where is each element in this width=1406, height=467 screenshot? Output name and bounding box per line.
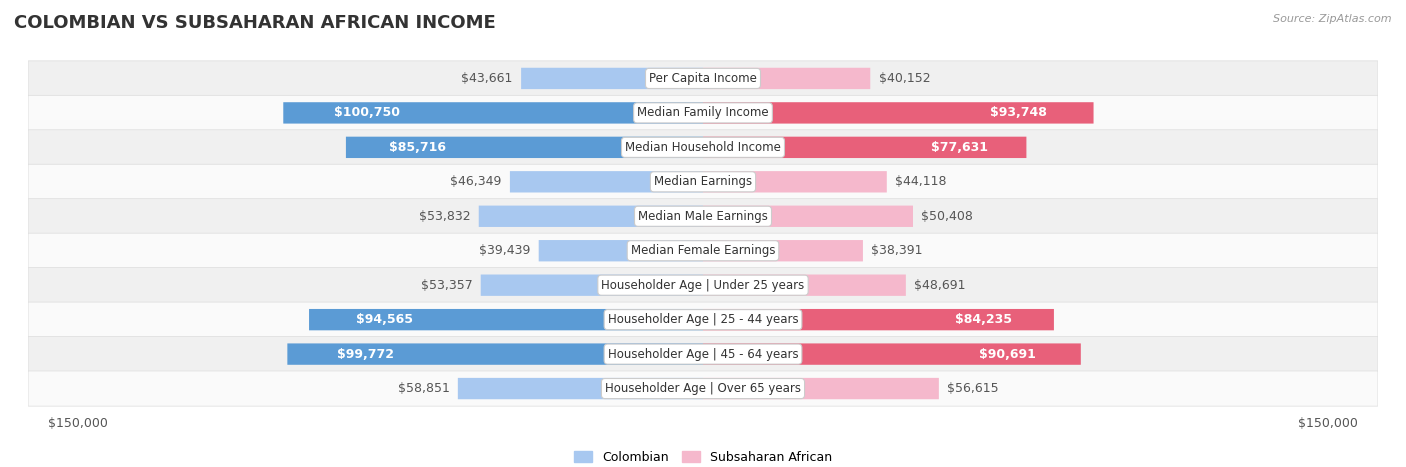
- Text: $46,349: $46,349: [450, 175, 502, 188]
- FancyBboxPatch shape: [703, 240, 863, 262]
- FancyBboxPatch shape: [283, 102, 703, 124]
- FancyBboxPatch shape: [478, 205, 703, 227]
- FancyBboxPatch shape: [703, 205, 912, 227]
- FancyBboxPatch shape: [346, 137, 703, 158]
- Text: $94,565: $94,565: [356, 313, 413, 326]
- FancyBboxPatch shape: [481, 275, 703, 296]
- Text: $43,661: $43,661: [461, 72, 513, 85]
- Text: COLOMBIAN VS SUBSAHARAN AFRICAN INCOME: COLOMBIAN VS SUBSAHARAN AFRICAN INCOME: [14, 14, 496, 32]
- Text: $84,235: $84,235: [955, 313, 1012, 326]
- FancyBboxPatch shape: [28, 268, 1378, 303]
- Text: $48,691: $48,691: [914, 279, 966, 292]
- FancyBboxPatch shape: [703, 378, 939, 399]
- Text: Householder Age | Over 65 years: Householder Age | Over 65 years: [605, 382, 801, 395]
- Text: $53,832: $53,832: [419, 210, 471, 223]
- FancyBboxPatch shape: [28, 337, 1378, 372]
- Text: $93,748: $93,748: [990, 106, 1046, 120]
- Text: Householder Age | Under 25 years: Householder Age | Under 25 years: [602, 279, 804, 292]
- FancyBboxPatch shape: [703, 343, 1081, 365]
- Text: Householder Age | 45 - 64 years: Householder Age | 45 - 64 years: [607, 347, 799, 361]
- FancyBboxPatch shape: [28, 130, 1378, 165]
- FancyBboxPatch shape: [28, 233, 1378, 269]
- FancyBboxPatch shape: [28, 164, 1378, 199]
- FancyBboxPatch shape: [28, 302, 1378, 337]
- Text: $58,851: $58,851: [398, 382, 450, 395]
- Text: Median Earnings: Median Earnings: [654, 175, 752, 188]
- Text: $44,118: $44,118: [896, 175, 946, 188]
- Text: Median Family Income: Median Family Income: [637, 106, 769, 120]
- Legend: Colombian, Subsaharan African: Colombian, Subsaharan African: [568, 446, 838, 467]
- FancyBboxPatch shape: [28, 371, 1378, 406]
- Text: $56,615: $56,615: [948, 382, 998, 395]
- Text: Median Household Income: Median Household Income: [626, 141, 780, 154]
- Text: $90,691: $90,691: [979, 347, 1035, 361]
- FancyBboxPatch shape: [458, 378, 703, 399]
- FancyBboxPatch shape: [522, 68, 703, 89]
- Text: Source: ZipAtlas.com: Source: ZipAtlas.com: [1274, 14, 1392, 24]
- Text: Median Female Earnings: Median Female Earnings: [631, 244, 775, 257]
- Text: $100,750: $100,750: [333, 106, 399, 120]
- Text: $50,408: $50,408: [921, 210, 973, 223]
- FancyBboxPatch shape: [309, 309, 703, 330]
- FancyBboxPatch shape: [28, 198, 1378, 234]
- FancyBboxPatch shape: [703, 102, 1094, 124]
- FancyBboxPatch shape: [538, 240, 703, 262]
- FancyBboxPatch shape: [703, 68, 870, 89]
- FancyBboxPatch shape: [510, 171, 703, 192]
- FancyBboxPatch shape: [703, 137, 1026, 158]
- Text: $85,716: $85,716: [389, 141, 446, 154]
- Text: $40,152: $40,152: [879, 72, 931, 85]
- FancyBboxPatch shape: [703, 171, 887, 192]
- FancyBboxPatch shape: [28, 61, 1378, 96]
- Text: $77,631: $77,631: [931, 141, 987, 154]
- Text: Per Capita Income: Per Capita Income: [650, 72, 756, 85]
- FancyBboxPatch shape: [28, 95, 1378, 130]
- FancyBboxPatch shape: [703, 275, 905, 296]
- FancyBboxPatch shape: [703, 309, 1054, 330]
- Text: Median Male Earnings: Median Male Earnings: [638, 210, 768, 223]
- Text: $39,439: $39,439: [479, 244, 530, 257]
- FancyBboxPatch shape: [287, 343, 703, 365]
- Text: Householder Age | 25 - 44 years: Householder Age | 25 - 44 years: [607, 313, 799, 326]
- Text: $53,357: $53,357: [420, 279, 472, 292]
- Text: $99,772: $99,772: [337, 347, 394, 361]
- Text: $38,391: $38,391: [872, 244, 922, 257]
